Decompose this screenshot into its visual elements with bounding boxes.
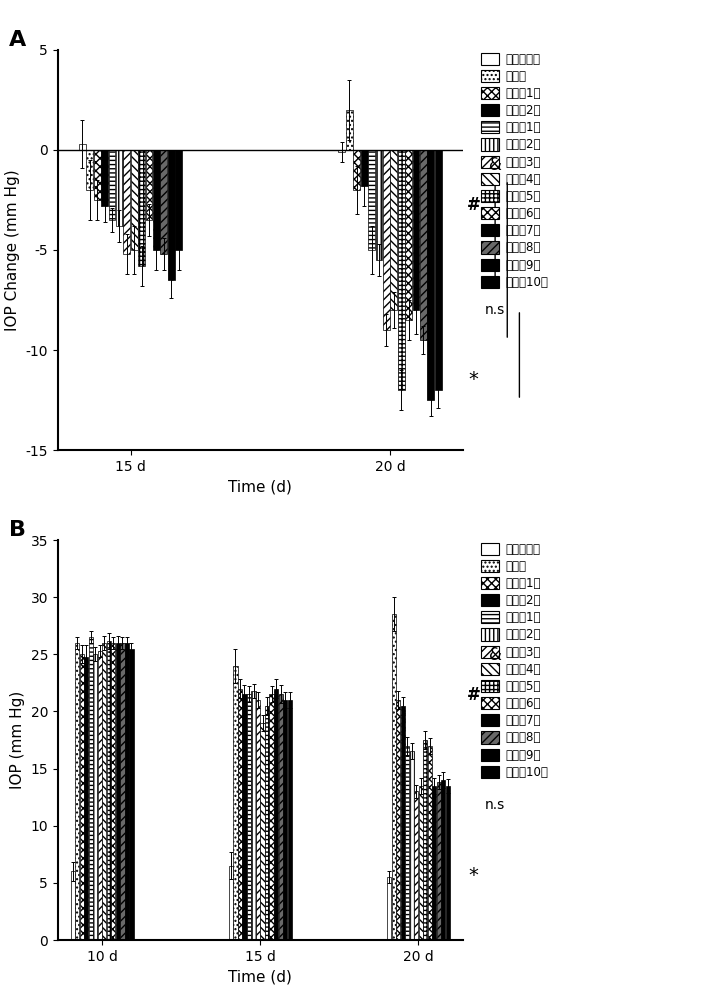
Bar [89, 637, 93, 940]
Bar [270, 694, 274, 940]
Bar [75, 643, 80, 940]
Bar [265, 706, 269, 940]
Bar [260, 723, 265, 940]
Y-axis label: IOP (mm Hg): IOP (mm Hg) [10, 691, 25, 789]
Bar [175, 150, 182, 250]
Text: n.s: n.s [485, 303, 505, 317]
Bar [138, 150, 145, 266]
Bar [398, 150, 405, 390]
Bar [437, 782, 441, 940]
Bar [288, 700, 292, 940]
Text: #: # [466, 686, 481, 704]
Bar [86, 150, 93, 190]
Bar [414, 791, 419, 940]
Text: *: * [469, 370, 479, 389]
Bar [229, 866, 233, 940]
Bar [116, 643, 120, 940]
Bar [116, 150, 123, 226]
Text: A: A [9, 30, 27, 50]
Bar [93, 654, 98, 940]
Text: &: & [489, 646, 502, 664]
Bar [79, 144, 86, 150]
Bar [278, 694, 283, 940]
Bar [107, 641, 111, 940]
Bar [80, 654, 84, 940]
Bar [84, 657, 88, 940]
Bar [98, 651, 102, 940]
Bar [441, 780, 445, 940]
Bar [354, 150, 360, 190]
Text: *: * [469, 865, 479, 884]
Bar [131, 150, 137, 250]
Bar [256, 700, 260, 940]
Bar [247, 694, 251, 940]
Bar [94, 150, 100, 200]
Bar [420, 150, 427, 340]
Bar [346, 110, 353, 150]
Y-axis label: IOP Change (mm Hg): IOP Change (mm Hg) [5, 169, 20, 331]
Text: B: B [9, 520, 26, 540]
X-axis label: Time (d): Time (d) [228, 969, 292, 984]
Text: n.s: n.s [485, 798, 505, 812]
Bar [120, 643, 124, 940]
Bar [338, 150, 346, 152]
Bar [71, 871, 75, 940]
Bar [405, 746, 409, 940]
Bar [101, 150, 108, 206]
Legend: 正常对照组, 模型组, 治疗组1组, 治疗组2组, 实施例1组, 实施例2组, 实施例3组, 实施例4组, 实施例5组, 实施例6组, 实施例7组, 实施例8组: 正常对照组, 模型组, 治疗组1组, 治疗组2组, 实施例1组, 实施例2组, … [476, 48, 552, 294]
Bar [383, 150, 390, 330]
Bar [234, 666, 238, 940]
Bar [129, 649, 134, 940]
Bar [274, 689, 278, 940]
Bar [432, 786, 437, 940]
Bar [283, 700, 287, 940]
Bar [428, 746, 432, 940]
Bar [387, 877, 391, 940]
Bar [368, 150, 375, 250]
Bar [375, 150, 382, 260]
Bar [410, 751, 414, 940]
Bar [108, 150, 116, 220]
Bar [111, 643, 116, 940]
Bar [124, 150, 130, 254]
Bar [390, 150, 397, 310]
Bar [405, 150, 412, 320]
Bar [392, 614, 395, 940]
Bar [103, 643, 106, 940]
Legend: 正常对照组, 模型组, 治疗组1组, 治疗组2组, 实施例1组, 实施例2组, 实施例3组, 实施例4组, 实施例5组, 实施例6组, 实施例7组, 实施例8组: 正常对照组, 模型组, 治疗组1组, 治疗组2组, 实施例1组, 实施例2组, … [476, 538, 552, 784]
Bar [252, 691, 256, 940]
Text: #: # [466, 196, 481, 214]
Bar [168, 150, 175, 280]
Bar [413, 150, 419, 310]
Bar [242, 694, 247, 940]
Text: &: & [489, 156, 502, 174]
Bar [125, 643, 129, 940]
Bar [401, 706, 405, 940]
X-axis label: Time (d): Time (d) [228, 479, 292, 494]
Bar [145, 150, 153, 220]
Bar [396, 700, 401, 940]
Bar [161, 150, 167, 254]
Bar [238, 689, 242, 940]
Bar [419, 786, 423, 940]
Bar [361, 150, 367, 186]
Bar [427, 150, 435, 400]
Bar [435, 150, 442, 390]
Bar [445, 786, 450, 940]
Bar [153, 150, 160, 250]
Bar [423, 740, 427, 940]
